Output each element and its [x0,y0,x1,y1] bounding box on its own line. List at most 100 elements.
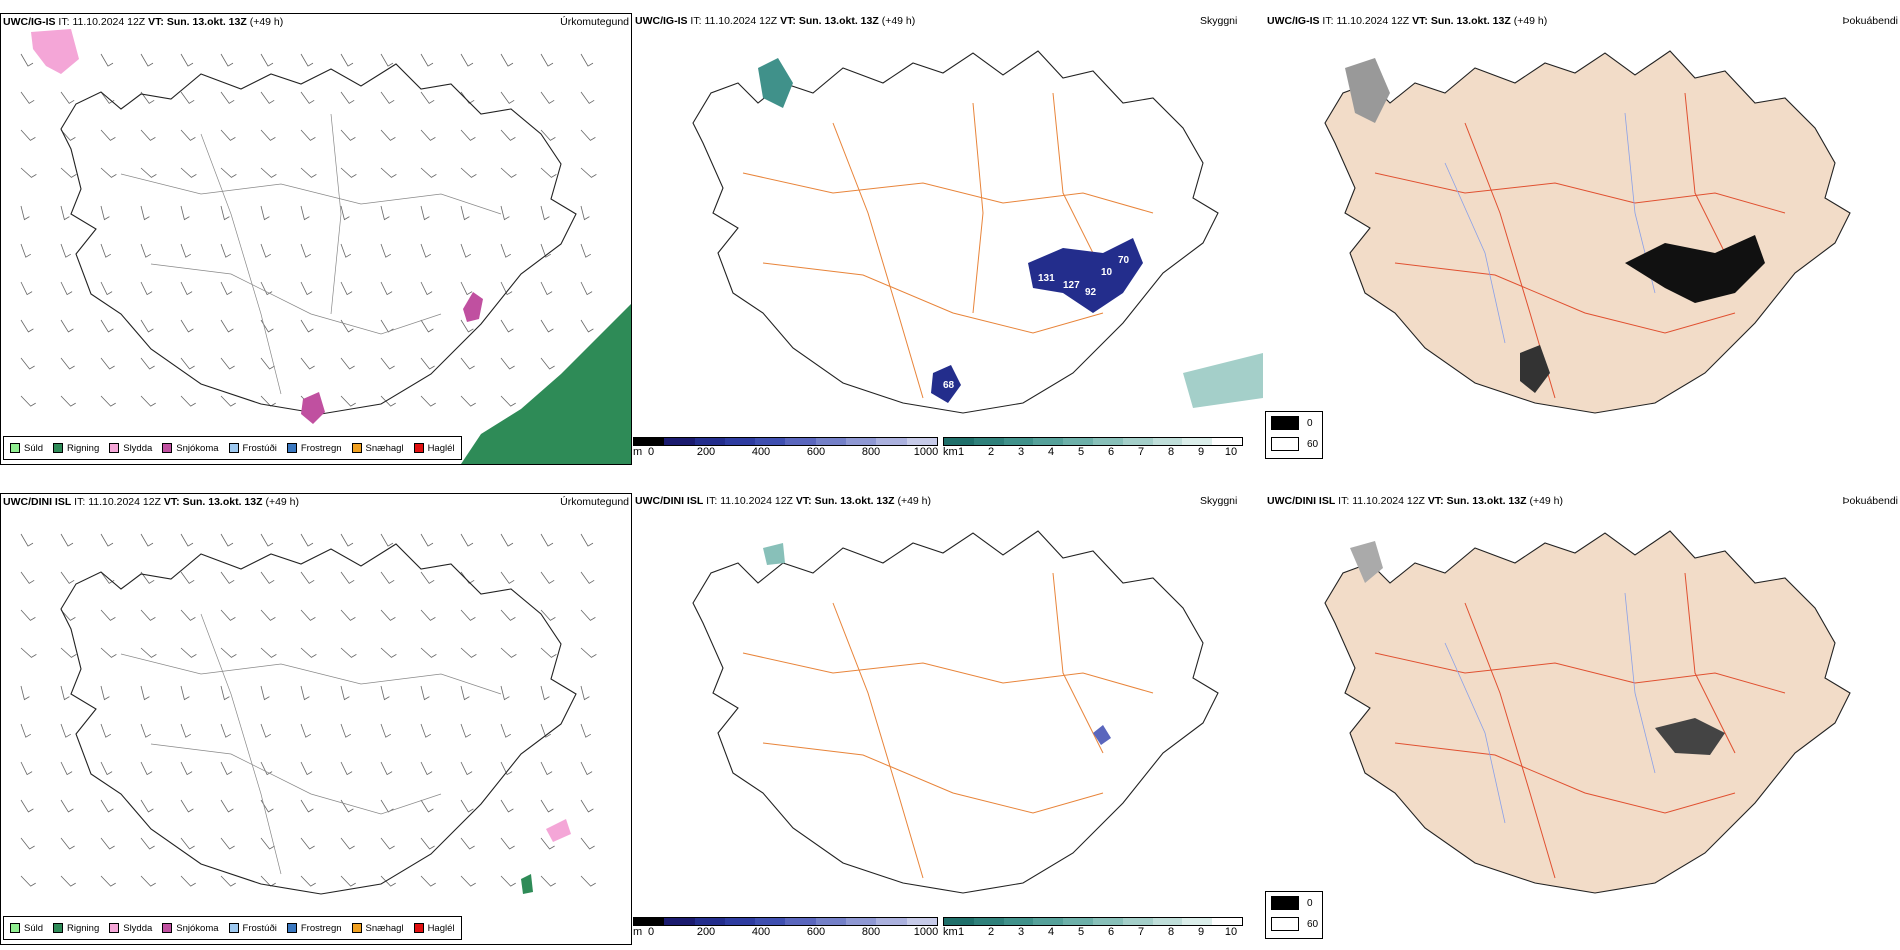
wind-barb [540,685,550,701]
scale-tick-label: 0 [647,446,655,458]
wind-barb [60,609,76,621]
iceland-outline [692,530,1219,894]
legend-item: Snæhagl [351,443,404,454]
legend-swatch [10,923,20,933]
wind-barb [300,91,315,104]
scale-tick-label: 400 [751,926,771,938]
fog-legend-label: 60 [1307,918,1319,930]
scale-step [1122,438,1153,445]
scale-tick-label: 2 [987,926,995,938]
wind-barb [540,357,555,370]
wind-barb [140,685,150,701]
wind-barb [500,609,516,621]
wind-barb [300,129,316,141]
wind-barb [180,91,195,104]
wind-barbs [20,53,597,407]
wind-barb [180,167,197,178]
wind-barb [340,761,353,776]
visibility-area-se [1183,353,1263,408]
legend-swatch [351,443,362,453]
scale-step [1152,438,1183,445]
wind-barb [260,91,275,104]
param-label: Úrkomutegund [560,496,629,508]
legend-label: Frostúði [242,442,277,454]
wind-barb [20,837,35,850]
scale-step [876,438,907,445]
wind-barb [380,205,390,221]
wind-barb [420,761,433,776]
scale-tick-label: 8 [1167,446,1175,458]
wind-barb [380,91,395,104]
wind-barb [140,571,155,584]
fog-map-top[interactable]: UWC/IG-IS IT: 11.10.2024 12Z VT: Sun. 13… [1265,13,1900,465]
wind-barb [540,53,554,67]
wind-barb [500,243,512,258]
wind-barb [460,319,474,333]
precip-type-map-top[interactable]: UWC/IG-IS IT: 11.10.2024 12Z VT: Sun. 13… [0,13,632,465]
low-cloud-area-s [931,365,961,403]
wind-barb [100,53,114,67]
wind-barb [540,875,556,887]
scale-tick-label: 8 [1167,926,1175,938]
scale-step [1063,918,1093,925]
scale-step [634,918,665,925]
wind-barb [180,281,193,296]
visibility-map-bottom[interactable]: UWC/DINI ISL IT: 11.10.2024 12Z VT: Sun.… [633,493,1263,945]
iceland-map-fog-top [1324,50,1851,414]
wind-barb [580,837,595,850]
fog-map-bottom[interactable]: UWC/DINI ISL IT: 11.10.2024 12Z VT: Sun.… [1265,493,1900,945]
wind-barb [100,799,114,813]
roads [1374,572,1786,879]
wind-barb [20,357,35,370]
legend-item: Rigning [53,443,99,454]
legend-item: Slydda [109,443,152,454]
scale-step [755,918,786,925]
wind-barb [420,357,435,370]
iceland-outline [60,63,577,415]
map-header: UWC/DINI ISL IT: 11.10.2024 12Z VT: Sun.… [635,495,932,507]
legend-label: Rigning [67,442,100,454]
wind-barb [300,799,314,813]
scale-tick-label: 6 [1107,446,1115,458]
wind-barb [380,129,396,141]
wind-barb [380,53,394,67]
wind-barb [500,53,514,67]
wind-barb [340,875,356,887]
wind-barb [140,167,157,178]
wind-barb [140,533,154,547]
wind-barb [180,243,192,258]
scale-tick-label: 1 [957,926,965,938]
scale-tick-label: 800 [861,446,881,458]
scale-tick-label: 200 [696,926,716,938]
wind-barb [220,167,237,178]
wind-barb [460,647,477,658]
wind-barb [60,533,74,547]
wind-barb [460,837,475,850]
visibility-map-top[interactable]: 131 127 10 70 92 6 68 UWC/IG-IS IT: 11.10.2024… [633,13,1263,465]
cloud-base-label: 68 [943,380,955,391]
wind-barb [420,205,430,221]
legend-swatch [413,443,424,453]
scale-step [785,918,816,925]
wind-barb [380,799,394,813]
wind-barb [140,647,157,658]
roads [120,613,502,875]
legend-item: Haglél [413,443,455,454]
wind-barb [460,875,476,887]
scale-step [846,918,877,925]
scale-tick-label: 9 [1197,926,1205,938]
scale-tick-label: 1 [957,446,965,458]
wind-barb [260,129,276,141]
wind-barb [500,395,516,407]
wind-barb [60,205,70,221]
legend-label: Súld [24,442,44,454]
wind-barb [220,647,237,658]
wind-barb [180,609,196,621]
legend-swatch [286,443,297,453]
wind-barb [500,205,510,221]
cloud-base-scale: m 0 200 400 600 800 1000 [633,437,938,460]
precip-type-map-bottom[interactable]: UWC/DINI ISL IT: 11.10.2024 12Z VT: Sun.… [0,493,632,945]
wind-barb [180,875,196,887]
wind-barb [340,533,354,547]
wind-barb [420,91,435,104]
